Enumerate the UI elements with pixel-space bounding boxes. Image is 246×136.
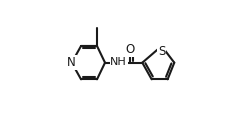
- Text: O: O: [126, 43, 135, 56]
- Text: NH: NH: [110, 57, 127, 67]
- Text: N: N: [67, 56, 76, 69]
- Text: S: S: [158, 45, 165, 58]
